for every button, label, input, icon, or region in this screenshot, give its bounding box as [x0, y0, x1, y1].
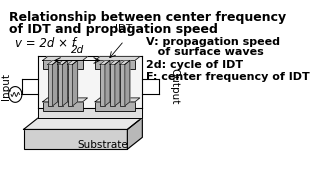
FancyBboxPatch shape	[43, 61, 83, 69]
Polygon shape	[127, 118, 142, 149]
Polygon shape	[95, 98, 140, 102]
Text: Relationship between center frequency: Relationship between center frequency	[9, 11, 286, 24]
Polygon shape	[24, 118, 142, 129]
Polygon shape	[68, 61, 77, 64]
Text: of IDT and propagation speed: of IDT and propagation speed	[9, 23, 218, 36]
Polygon shape	[73, 61, 77, 106]
Polygon shape	[38, 56, 142, 108]
FancyBboxPatch shape	[120, 64, 125, 106]
Polygon shape	[43, 56, 87, 61]
FancyBboxPatch shape	[58, 64, 63, 106]
Text: Output: Output	[169, 68, 179, 105]
FancyBboxPatch shape	[43, 102, 83, 111]
FancyBboxPatch shape	[95, 102, 135, 111]
Polygon shape	[43, 98, 87, 102]
Polygon shape	[110, 61, 120, 64]
Polygon shape	[115, 61, 120, 106]
Polygon shape	[100, 61, 110, 64]
Polygon shape	[125, 61, 130, 106]
FancyBboxPatch shape	[110, 64, 115, 106]
FancyBboxPatch shape	[68, 64, 73, 106]
Text: 2d: cycle of IDT: 2d: cycle of IDT	[147, 61, 244, 70]
Text: of surface waves: of surface waves	[147, 47, 264, 57]
Polygon shape	[48, 61, 58, 64]
Polygon shape	[120, 61, 130, 64]
Text: F: center frequency of IDT: F: center frequency of IDT	[147, 72, 310, 82]
FancyBboxPatch shape	[95, 61, 135, 69]
Polygon shape	[38, 108, 142, 118]
FancyBboxPatch shape	[100, 64, 105, 106]
Polygon shape	[105, 61, 110, 106]
FancyBboxPatch shape	[24, 129, 127, 149]
Text: IDT: IDT	[116, 24, 133, 34]
Polygon shape	[58, 61, 68, 64]
Text: v = 2d × f: v = 2d × f	[15, 37, 76, 50]
Text: Substrate: Substrate	[77, 140, 128, 150]
Text: Input: Input	[1, 73, 11, 100]
Text: V: propagation speed: V: propagation speed	[147, 37, 281, 47]
FancyBboxPatch shape	[48, 64, 52, 106]
Polygon shape	[63, 61, 68, 106]
Polygon shape	[95, 56, 140, 61]
Text: 2d: 2d	[70, 45, 84, 55]
Polygon shape	[52, 61, 58, 106]
